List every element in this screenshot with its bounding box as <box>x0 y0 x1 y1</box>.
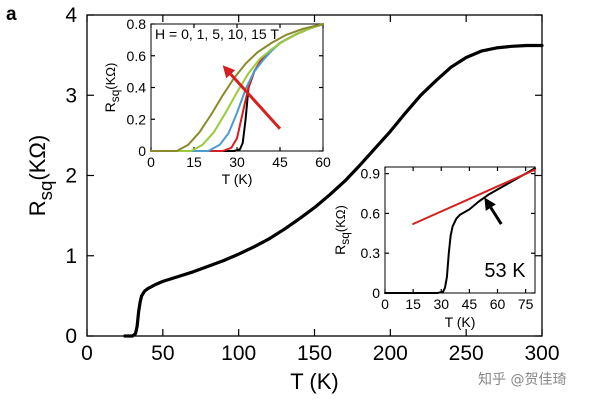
main-y-axis-label: Rsq(KΩ) <box>25 135 56 216</box>
main-y-tick-label: 2 <box>65 165 77 188</box>
inset-onset-x-tick-label: 0 <box>381 296 389 312</box>
main-series-line <box>123 43 544 338</box>
inset-field-title: H = 0, 1, 5, 10, 15 T <box>155 26 279 42</box>
inset-onset-y-tick-label: 0.3 <box>361 245 381 261</box>
inset-onset-plot-frame <box>384 166 536 294</box>
inset-field-y-tick-label: 0 <box>138 143 146 159</box>
main-x-tick-label: 300 <box>524 342 559 365</box>
inset-onset-arrow-head <box>484 197 496 211</box>
main-x-tick-label: 150 <box>297 342 332 365</box>
inset-field-y-tick-label: 0.2 <box>127 111 147 127</box>
inset-onset-series-line <box>412 168 536 225</box>
inset-field-y-tick-label: 0.8 <box>127 16 147 32</box>
main-y-tick-label: 0 <box>65 325 77 348</box>
inset-onset-series-line <box>384 167 536 294</box>
inset-onset-x-tick-label: 30 <box>433 296 449 312</box>
inset-field-x-tick-label: 45 <box>272 154 288 170</box>
inset-onset-y-tick-label: 0 <box>372 285 380 301</box>
inset-onset-x-tick-label: 60 <box>490 296 506 312</box>
inset-onset-x-tick-label: 75 <box>518 296 534 312</box>
main-x-tick-label: 200 <box>373 342 408 365</box>
inset-onset-y-tick-label: 0.9 <box>361 166 381 182</box>
main-x-tick-label: 50 <box>151 342 174 365</box>
inset-field-plot-frame <box>150 23 324 152</box>
inset-onset-y-axis-label: Rsq(KΩ) <box>332 205 352 255</box>
inset-field-x-tick-label: 30 <box>229 154 245 170</box>
inset-onset-arrow-shaft <box>489 206 503 225</box>
inset-field-x-axis-label: T (K) <box>222 171 253 187</box>
inset-field-series-line <box>150 23 324 152</box>
main-y-tick-label: 4 <box>65 4 77 27</box>
main-x-tick-label: 0 <box>81 342 93 365</box>
main-y-tick-label: 3 <box>65 84 77 107</box>
inset-onset-y-tick-label: 0.6 <box>361 205 381 221</box>
inset-field-x-tick-label: 0 <box>147 154 155 170</box>
inset-field-x-tick-label: 15 <box>186 154 202 170</box>
inset-onset-chart: 0 15 30 45 60 75 0 0.3 0.6 0.9 T (K) Rsq(KΩ) 53 K <box>332 166 536 330</box>
watermark: 知乎 @贺佳琦 <box>478 371 566 388</box>
inset-field-chart: 0 15 30 45 60 0 0.2 0.4 0.6 0.8 T (K) Rsq(KΩ) H = 0,… <box>102 16 331 187</box>
main-x-axis-label: T (K) <box>290 369 338 394</box>
inset-field-arrow-shaft <box>229 73 282 130</box>
main-x-tick-label: 100 <box>221 342 256 365</box>
main-y-tick-label: 1 <box>65 245 77 268</box>
main-x-tick-label: 250 <box>449 342 484 365</box>
inset-field-y-tick-label: 0.4 <box>127 80 147 96</box>
inset-field-x-tick-label: 60 <box>315 154 331 170</box>
inset-onset-x-axis-label: T (K) <box>445 314 476 330</box>
inset-field-arrow-head <box>222 65 236 79</box>
inset-onset-x-tick-label: 15 <box>405 296 421 312</box>
inset-field-y-axis-label: Rsq(KΩ) <box>102 63 122 113</box>
panel-label: a <box>6 4 17 25</box>
inset-field-y-tick-label: 0.6 <box>127 48 147 64</box>
inset-onset-annotation: 53 K <box>484 260 526 282</box>
inset-onset-x-tick-label: 45 <box>462 296 478 312</box>
